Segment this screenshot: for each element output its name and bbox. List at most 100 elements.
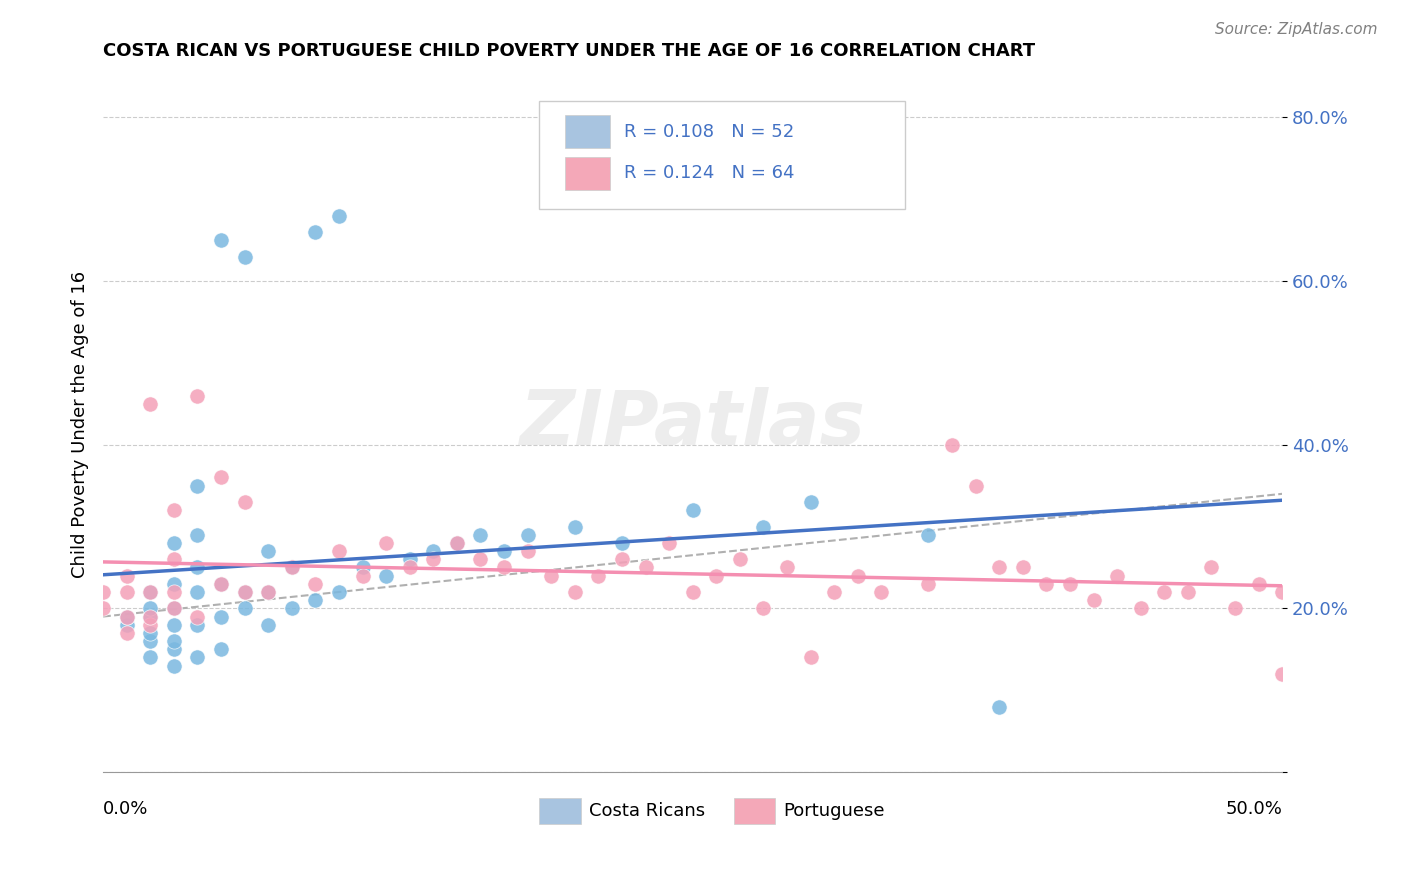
Point	[682, 585, 704, 599]
Point	[163, 642, 186, 657]
Point	[328, 585, 350, 599]
Point	[328, 209, 350, 223]
FancyBboxPatch shape	[540, 797, 581, 824]
Point	[115, 585, 138, 599]
Point	[257, 544, 280, 558]
Point	[564, 585, 586, 599]
Point	[115, 609, 138, 624]
Point	[1271, 585, 1294, 599]
Point	[209, 576, 232, 591]
Point	[139, 609, 162, 624]
Text: Source: ZipAtlas.com: Source: ZipAtlas.com	[1215, 22, 1378, 37]
Point	[139, 609, 162, 624]
Point	[233, 601, 256, 615]
Point	[186, 527, 208, 541]
Text: Portuguese: Portuguese	[783, 802, 884, 820]
Point	[870, 585, 893, 599]
Point	[115, 609, 138, 624]
Point	[776, 560, 799, 574]
Point	[800, 650, 823, 665]
Point	[375, 568, 398, 582]
Point	[257, 585, 280, 599]
Point	[163, 576, 186, 591]
FancyBboxPatch shape	[734, 797, 775, 824]
Point	[91, 601, 114, 615]
Point	[163, 503, 186, 517]
Point	[1107, 568, 1129, 582]
Point	[209, 609, 232, 624]
Point	[91, 585, 114, 599]
Point	[492, 560, 515, 574]
Point	[516, 544, 538, 558]
Point	[163, 658, 186, 673]
Point	[233, 250, 256, 264]
Point	[257, 617, 280, 632]
Point	[186, 560, 208, 574]
Point	[115, 617, 138, 632]
Point	[823, 585, 845, 599]
Point	[352, 560, 374, 574]
Point	[682, 503, 704, 517]
Point	[846, 568, 869, 582]
Point	[1153, 585, 1175, 599]
Point	[115, 568, 138, 582]
Point	[492, 544, 515, 558]
Point	[988, 560, 1011, 574]
Point	[752, 519, 775, 533]
Point	[163, 634, 186, 648]
Point	[139, 634, 162, 648]
Point	[304, 576, 326, 591]
Point	[233, 495, 256, 509]
Point	[422, 552, 444, 566]
Point	[446, 536, 468, 550]
Point	[139, 650, 162, 665]
Point	[1035, 576, 1057, 591]
Point	[941, 438, 963, 452]
Text: 0.0%: 0.0%	[103, 800, 149, 818]
Point	[470, 527, 492, 541]
Point	[304, 225, 326, 239]
Point	[610, 552, 633, 566]
Point	[281, 560, 304, 574]
Text: R = 0.108   N = 52: R = 0.108 N = 52	[624, 122, 794, 141]
Point	[1059, 576, 1081, 591]
Point	[516, 527, 538, 541]
Text: Costa Ricans: Costa Ricans	[589, 802, 704, 820]
Point	[209, 642, 232, 657]
Point	[304, 593, 326, 607]
Text: 50.0%: 50.0%	[1226, 800, 1282, 818]
Point	[564, 519, 586, 533]
Point	[540, 568, 562, 582]
Point	[422, 544, 444, 558]
Point	[752, 601, 775, 615]
Point	[163, 617, 186, 632]
Point	[281, 601, 304, 615]
Point	[115, 626, 138, 640]
Point	[446, 536, 468, 550]
Point	[800, 495, 823, 509]
Point	[186, 609, 208, 624]
Point	[1223, 601, 1246, 615]
Point	[281, 560, 304, 574]
Point	[139, 626, 162, 640]
Point	[209, 576, 232, 591]
Point	[139, 617, 162, 632]
Text: COSTA RICAN VS PORTUGUESE CHILD POVERTY UNDER THE AGE OF 16 CORRELATION CHART: COSTA RICAN VS PORTUGUESE CHILD POVERTY …	[103, 42, 1035, 60]
Point	[1011, 560, 1033, 574]
Point	[988, 699, 1011, 714]
Point	[163, 601, 186, 615]
Point	[1271, 666, 1294, 681]
Point	[257, 585, 280, 599]
Point	[186, 650, 208, 665]
Point	[398, 552, 420, 566]
Point	[186, 585, 208, 599]
Point	[352, 568, 374, 582]
Point	[965, 478, 987, 492]
FancyBboxPatch shape	[565, 157, 610, 190]
Point	[163, 536, 186, 550]
Point	[634, 560, 657, 574]
Point	[233, 585, 256, 599]
Point	[1177, 585, 1199, 599]
FancyBboxPatch shape	[565, 115, 610, 148]
Text: R = 0.124   N = 64: R = 0.124 N = 64	[624, 164, 794, 182]
